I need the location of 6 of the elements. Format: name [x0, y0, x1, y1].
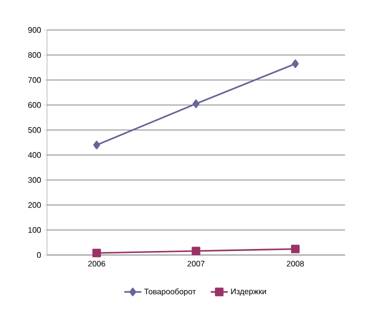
- point: [291, 244, 300, 254]
- point: [93, 140, 100, 150]
- point: [192, 246, 200, 256]
- point: [292, 59, 299, 68]
- point: [192, 99, 200, 108]
- point: [92, 248, 101, 258]
